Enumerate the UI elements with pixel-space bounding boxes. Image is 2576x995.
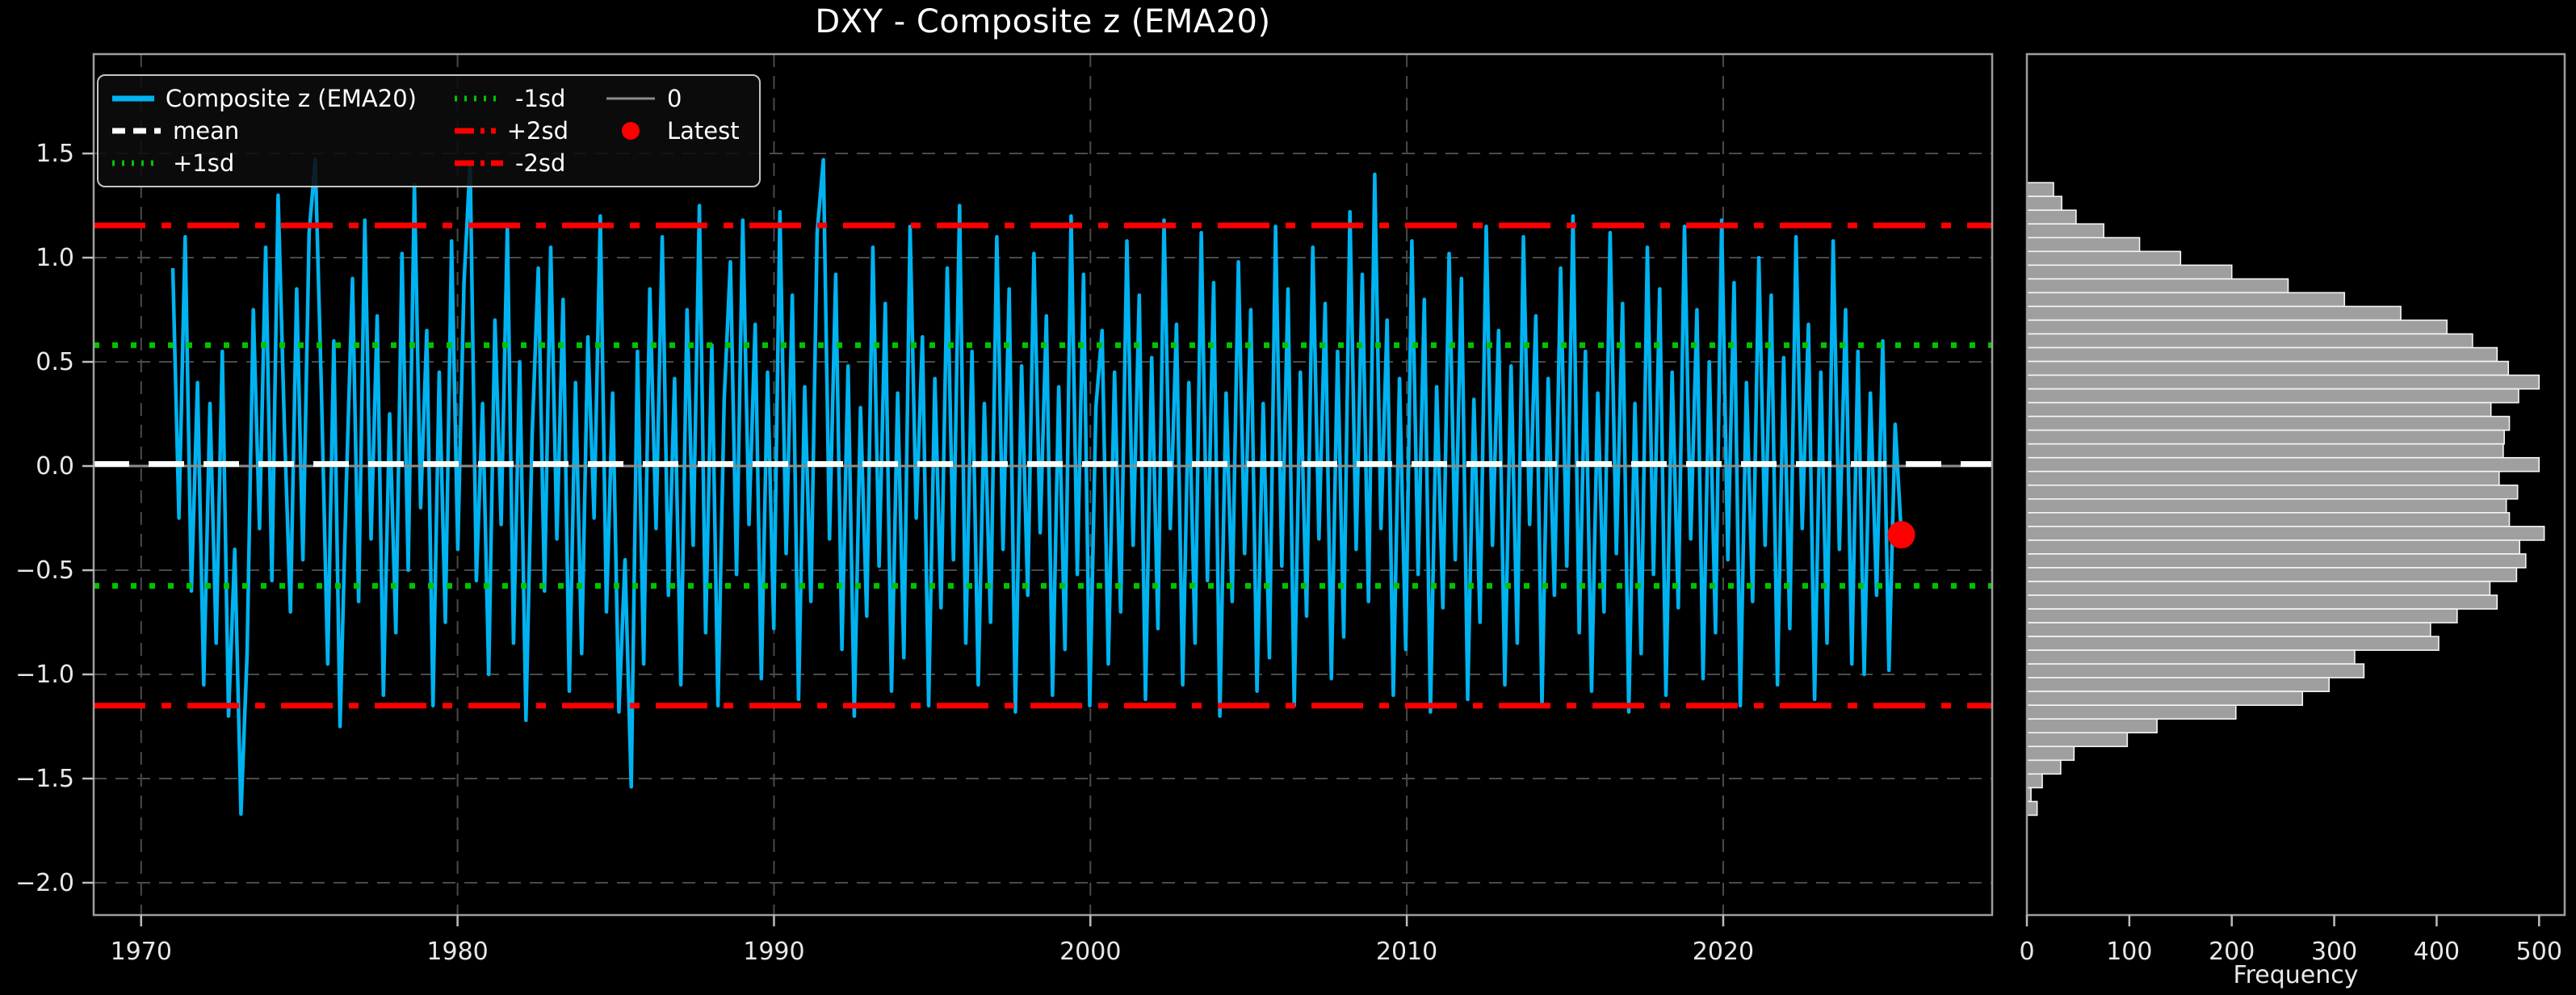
y-tick-label: 0.5 <box>36 348 74 376</box>
hist-bar <box>2026 526 2545 541</box>
hist-bar <box>2026 319 2448 335</box>
hist-bar <box>2026 292 2346 308</box>
hist-x-tick-label: 500 <box>2516 938 2562 966</box>
hist-x-tick-label: 100 <box>2106 938 2152 966</box>
legend-swatch-icon <box>455 95 503 102</box>
y-tick-label: −1.5 <box>15 765 74 793</box>
latest-dot <box>1887 521 1915 549</box>
legend-entry-0: 0 <box>606 85 746 112</box>
x-tick-label: 2020 <box>1693 938 1754 966</box>
hist-bar <box>2026 223 2104 239</box>
y-tick-label: −1.0 <box>15 661 74 689</box>
hist-bar <box>2026 388 2519 404</box>
y-tick-label: 0.0 <box>36 452 74 481</box>
hist-bar <box>2026 581 2491 596</box>
hist-bar <box>2026 732 2129 748</box>
hist-bar <box>2026 415 2511 431</box>
hist-x-tick-label: 300 <box>2311 938 2357 966</box>
legend: Composite z (EMA20) mean +1sd -1sd +2sd -2sd 0… <box>97 74 761 187</box>
hist-bar <box>2026 759 2062 775</box>
hist-x-tick-label: 400 <box>2414 938 2460 966</box>
hist-bar <box>2026 429 2505 445</box>
legend-label: mean <box>173 117 240 145</box>
hist-bar <box>2026 250 2182 267</box>
legend-swatch-icon <box>112 128 161 134</box>
hist-bar <box>2026 401 2492 418</box>
y-tick-label: 1.0 <box>36 244 74 272</box>
hist-bar <box>2026 443 2504 459</box>
hist-bar <box>2026 677 2331 692</box>
hist-bar <box>2026 649 2356 665</box>
main-plot-frame <box>92 52 1994 917</box>
legend-entry-latest: Latest <box>606 117 746 145</box>
hist-bar <box>2026 305 2402 321</box>
hist-bar <box>2026 374 2540 390</box>
hist-bar <box>2026 718 2158 734</box>
hist-bar <box>2026 484 2519 500</box>
hist-xaxis-label: Frequency <box>2233 961 2359 989</box>
x-tick-label: 1970 <box>111 938 172 966</box>
hist-bar <box>2026 622 2431 637</box>
legend-label: +1sd <box>173 149 235 177</box>
hist-bar <box>2026 745 2075 762</box>
hist-bar <box>2026 567 2518 582</box>
legend-label: -1sd <box>515 85 566 112</box>
legend-swatch-icon <box>606 97 655 100</box>
y-tick-label: −2.0 <box>15 869 74 897</box>
latest-marker-icon <box>622 122 640 140</box>
hist-bar <box>2026 195 2062 212</box>
legend-label: +2sd <box>506 117 568 145</box>
hist-bar <box>2026 553 2527 569</box>
hist-bar <box>2026 800 2038 817</box>
hist-bar <box>2026 608 2458 623</box>
hist-bar <box>2026 278 2289 294</box>
hist-bar <box>2026 470 2500 486</box>
hist-bar <box>2026 237 2141 253</box>
hist-bar <box>2026 209 2077 225</box>
hist-bar <box>2026 333 2473 349</box>
hist-bar <box>2026 691 2304 707</box>
legend-label: -2sd <box>515 149 566 177</box>
hist-bar <box>2026 636 2440 651</box>
legend-swatch-icon <box>455 160 503 166</box>
x-tick-label: 1990 <box>743 938 804 966</box>
hist-plot-frame <box>2025 52 2566 917</box>
x-tick-label: 2000 <box>1059 938 1121 966</box>
legend-swatch-icon <box>622 122 640 140</box>
hist-bar <box>2026 539 2520 555</box>
hist-bar <box>2026 594 2498 610</box>
x-tick-label: 1980 <box>426 938 488 966</box>
hist-bar <box>2026 182 2054 198</box>
series-line <box>170 157 1903 817</box>
hist-x-tick-label: 0 <box>2019 938 2034 966</box>
hist-bar <box>2026 704 2237 720</box>
hist-x-tick-label: 200 <box>2209 938 2255 966</box>
legend-entry--2sd: +2sd <box>454 117 568 145</box>
legend-entry--2sd: -2sd <box>454 149 568 177</box>
hist-bar <box>2026 773 2043 789</box>
legend-entry-composite-z-ema20-: Composite z (EMA20) <box>111 85 417 112</box>
hist-bar <box>2026 346 2498 363</box>
legend-entry-mean: mean <box>111 117 417 145</box>
hist-bar <box>2026 498 2507 514</box>
y-tick-label: 1.5 <box>36 140 74 168</box>
hist-bar <box>2026 512 2511 527</box>
legend-entry--1sd: -1sd <box>454 85 568 112</box>
chart-title: DXY - Composite z (EMA20) <box>815 3 1271 40</box>
hist-bar <box>2026 264 2233 280</box>
x-tick-label: 2010 <box>1376 938 1437 966</box>
hist-bar <box>2026 663 2365 678</box>
hist-bar <box>2026 360 2510 376</box>
hist-bar <box>2026 456 2540 472</box>
legend-swatch-icon <box>455 128 496 134</box>
legend-label: Composite z (EMA20) <box>165 85 417 112</box>
legend-label: 0 <box>667 85 682 112</box>
y-tick-label: −0.5 <box>15 556 74 585</box>
legend-swatch-icon <box>112 160 161 166</box>
legend-swatch-icon <box>112 95 154 102</box>
legend-entry--1sd: +1sd <box>111 149 417 177</box>
legend-label: Latest <box>667 117 740 145</box>
